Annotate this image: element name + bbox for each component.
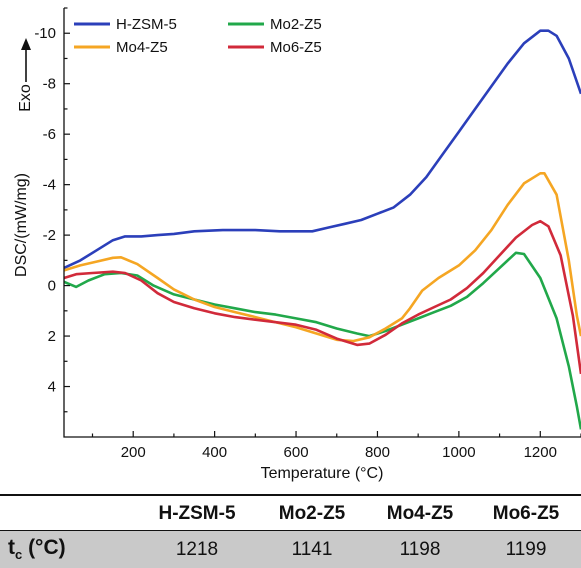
x-tick-label: 800 [365, 444, 390, 461]
series-layer [64, 29, 581, 430]
y-tick-label: 2 [48, 328, 56, 345]
legend-label: Mo4-Z5 [116, 39, 168, 56]
table-header-mo4: Mo4-Z5 [386, 503, 454, 524]
x-tick-label: 200 [121, 444, 146, 461]
exo-annotation: Exo [17, 84, 34, 112]
results-table: H-ZSM-5 Mo2-Z5 Mo4-Z5 Mo6-Z5 tc (°C) 121… [0, 494, 581, 568]
table-header-mo2: Mo2-Z5 [278, 503, 346, 524]
legend: H-ZSM-5 Mo2-Z5 Mo4-Z5 Mo6-Z5 [74, 16, 322, 56]
table-cell-mo4: 1198 [399, 539, 441, 560]
series-line-h-zsm-5 [64, 29, 581, 270]
y-tick-label: -6 [43, 126, 56, 143]
x-tick-label: 1200 [524, 444, 557, 461]
x-tick-label: 400 [202, 444, 227, 461]
table-cell-mo6: 1199 [505, 539, 547, 560]
axes-layer: 200 400 600 800 1000 1200 -10 -8 -6 -4 -2 0 2 4 [34, 7, 581, 461]
table-header-mo6: Mo6-Z5 [492, 503, 560, 524]
y-tick-label: -8 [43, 76, 56, 93]
table-cell-h-zsm5: 1218 [175, 539, 219, 560]
table-top-rule [0, 494, 581, 496]
exo-arrow-icon [21, 38, 31, 82]
x-tick-label: 1000 [442, 444, 475, 461]
table-mid-rule [0, 530, 581, 532]
y-tick-label: -4 [43, 177, 56, 194]
dsc-chart: 200 400 600 800 1000 1200 -10 -8 -6 -4 -2 0 2 4 H-ZSM… [13, 7, 581, 482]
y-tick-label: 0 [48, 278, 56, 295]
y-tick-label: -10 [34, 25, 56, 42]
legend-label: Mo2-Z5 [270, 16, 322, 33]
series-line-mo2-z5 [64, 251, 581, 430]
y-tick-label: 4 [48, 379, 56, 396]
legend-label: Mo6-Z5 [270, 39, 322, 56]
table-header-h-zsm5: H-ZSM-5 [158, 503, 236, 524]
series-line-mo6-z5 [64, 219, 581, 375]
table-cell-mo2: 1141 [291, 539, 333, 560]
x-axis-label: Temperature (°C) [261, 465, 384, 482]
axis-frame [63, 8, 581, 438]
y-tick-label: -2 [43, 227, 56, 244]
legend-label: H-ZSM-5 [116, 16, 177, 33]
table-row-shading [0, 531, 581, 568]
y-axis-label: DSC/(mW/mg) [13, 173, 30, 277]
series-line-mo4-z5 [64, 172, 581, 343]
x-tick-label: 600 [284, 444, 309, 461]
table-row-label: tc (°C) [8, 536, 66, 563]
